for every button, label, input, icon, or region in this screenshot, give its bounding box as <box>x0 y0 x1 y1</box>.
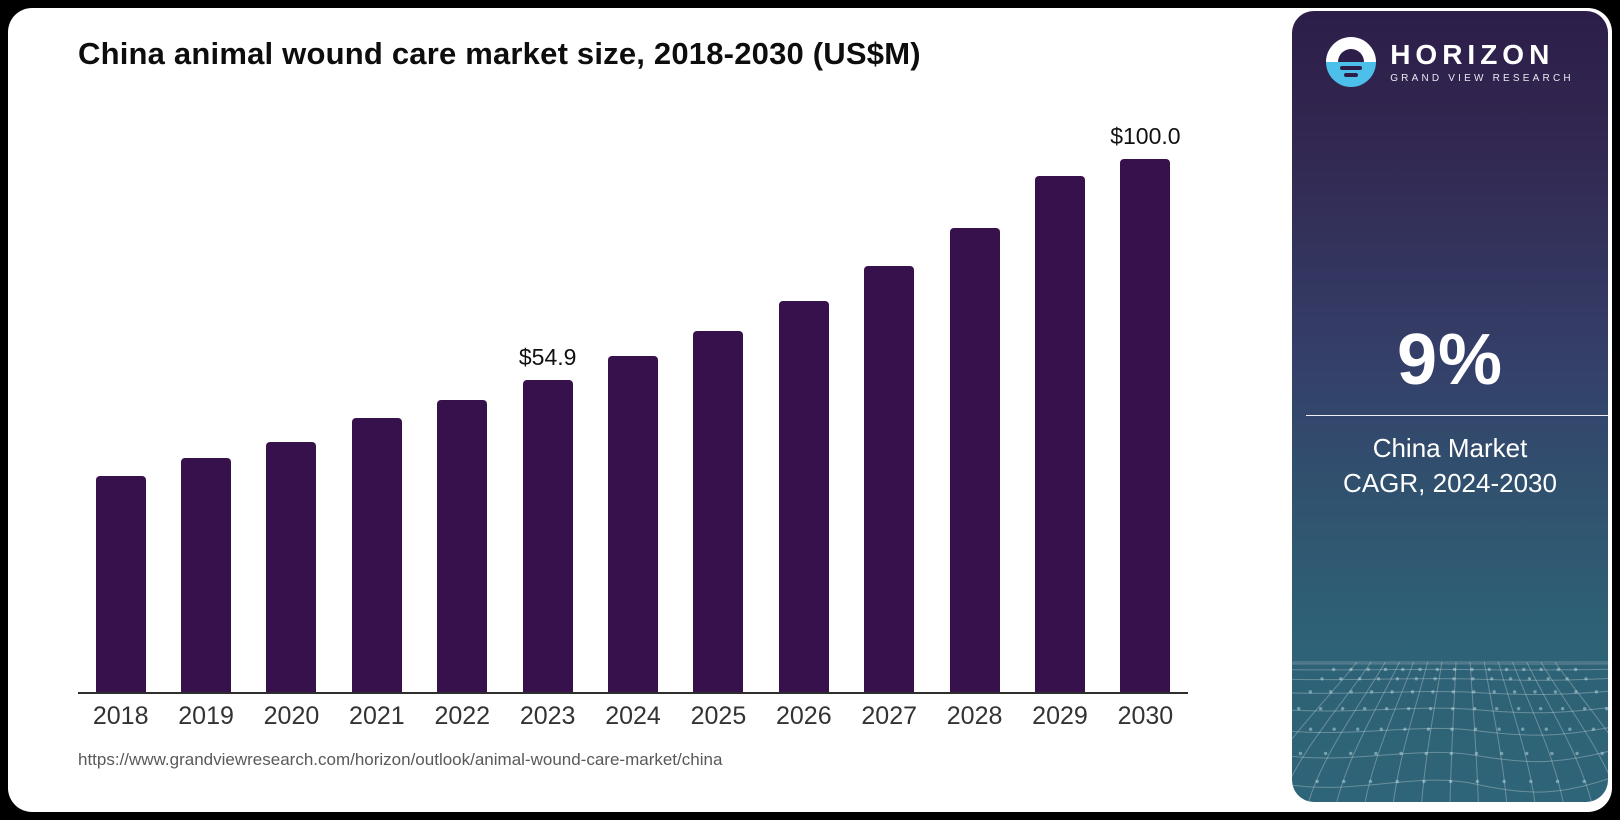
bar-2019 <box>181 457 232 692</box>
cagr-caption: China Market CAGR, 2024-2030 <box>1292 431 1608 501</box>
ripple-icon <box>1340 66 1363 70</box>
bar-column-2028 <box>932 123 1017 692</box>
cagr-caption-line1: China Market <box>1372 433 1528 463</box>
x-axis-label: 2027 <box>861 702 918 730</box>
x-axis-label: 2018 <box>92 702 149 730</box>
source-url: https://www.grandviewresearch.com/horizo… <box>78 750 723 769</box>
bar-column-2018 <box>78 123 163 692</box>
bar-column-2023: $54.9 <box>505 123 590 692</box>
x-axis-label: 2029 <box>1032 702 1088 730</box>
x-axis-label: 2025 <box>690 702 747 730</box>
bar-2024 <box>608 356 659 692</box>
bar-2018 <box>95 475 146 692</box>
bar-2020 <box>266 441 317 692</box>
bar-2027 <box>864 266 915 692</box>
stat-divider <box>1306 415 1608 416</box>
x-axis-label: 2024 <box>605 702 661 730</box>
bar-2021 <box>351 417 402 692</box>
bar-column-2025 <box>676 123 761 692</box>
bars-row: $54.9 $100.0 <box>78 123 1188 692</box>
ripple-icon <box>1344 73 1359 77</box>
horizon-logo-icon <box>1326 37 1377 87</box>
bar-value-label: $54.9 <box>518 343 577 370</box>
x-axis-label: 2021 <box>349 702 405 730</box>
bar-column-2030: $100.0 <box>1103 123 1188 692</box>
x-axis-label: 2026 <box>776 702 832 730</box>
bar-2022 <box>437 399 488 692</box>
x-axis-label: 2019 <box>178 702 234 730</box>
sun-icon <box>1338 49 1365 62</box>
x-axis-label: 2023 <box>519 702 576 730</box>
brand-text: HORIZON GRAND VIEW RESEARCH <box>1390 38 1574 85</box>
chart-card: China animal wound care market size, 201… <box>8 8 1612 812</box>
bar-column-2029 <box>1017 123 1102 692</box>
x-axis-label: 2028 <box>946 702 1003 730</box>
brand-sidebar: HORIZON GRAND VIEW RESEARCH 9% China Mar… <box>1292 11 1608 802</box>
bar-value-label: $100.0 <box>1110 123 1181 149</box>
bar-2025 <box>693 330 744 692</box>
wireframe-mesh <box>1292 661 1608 802</box>
bar-2026 <box>778 300 829 692</box>
brand-logo-row: HORIZON GRAND VIEW RESEARCH <box>1292 37 1608 87</box>
bar-column-2027 <box>847 123 932 692</box>
x-axis-line <box>78 692 1188 694</box>
chart-title: China animal wound care market size, 201… <box>78 36 921 71</box>
x-axis-labels: 2018 2019 2020 2021 2022 2023 2024 2025 2026 2027… <box>78 702 1188 731</box>
bar-column-2026 <box>761 123 846 692</box>
cagr-caption-line2: CAGR, 2024-2030 <box>1343 468 1557 499</box>
x-axis-label: 2030 <box>1117 702 1174 730</box>
bar-column-2022 <box>420 123 505 692</box>
bar-2023 <box>522 379 573 692</box>
bar-column-2024 <box>590 123 675 692</box>
cagr-value: 9% <box>1396 320 1504 400</box>
bar-2028 <box>949 228 1000 692</box>
bar-column-2019 <box>163 123 248 692</box>
brand-subtitle: GRAND VIEW RESEARCH <box>1390 73 1574 85</box>
x-axis-label: 2022 <box>434 702 491 730</box>
bar-column-2021 <box>334 123 419 692</box>
bar-column-2020 <box>249 123 334 692</box>
x-axis-label: 2020 <box>263 702 320 730</box>
brand-name: HORIZON <box>1390 38 1555 70</box>
bar-2030 <box>1120 159 1171 692</box>
bar-2029 <box>1034 175 1085 692</box>
